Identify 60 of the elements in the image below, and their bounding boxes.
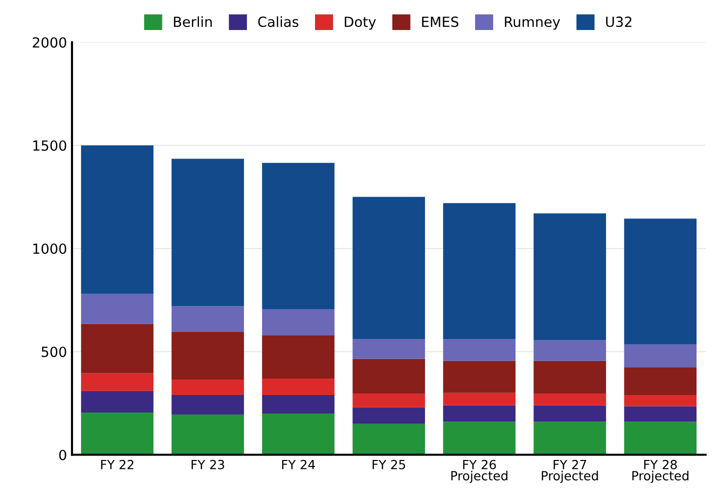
bar bbox=[534, 213, 606, 340]
y-tick-label: 2000 bbox=[32, 37, 66, 48]
bar bbox=[172, 394, 244, 415]
bar bbox=[172, 158, 244, 306]
bar bbox=[443, 339, 516, 361]
legend-label: EMES bbox=[422, 16, 458, 28]
bar bbox=[352, 407, 426, 424]
y-tick-label: 0 bbox=[59, 450, 66, 460]
bar bbox=[624, 344, 697, 368]
bar bbox=[172, 332, 244, 380]
x-tick-label: FY 26 Projected bbox=[451, 460, 508, 483]
x-tick-label: FY 23 bbox=[192, 460, 224, 470]
bar bbox=[81, 412, 154, 455]
bar bbox=[624, 394, 697, 406]
y-tick-label: 500 bbox=[42, 346, 66, 358]
x-tick-label: FY 25 bbox=[372, 460, 406, 470]
bar bbox=[624, 406, 697, 422]
bar bbox=[534, 405, 606, 422]
bar bbox=[443, 422, 516, 455]
bar bbox=[443, 392, 516, 406]
legend-label: Rumney bbox=[504, 16, 560, 30]
x-tick-label: FY 22 bbox=[101, 460, 134, 470]
bar bbox=[81, 294, 154, 324]
legend-label: Calias bbox=[258, 16, 298, 28]
bar bbox=[352, 339, 426, 359]
legend-label: Berlin bbox=[174, 16, 212, 28]
bar bbox=[262, 162, 334, 310]
x-tick-label: FY 28 Projected bbox=[632, 460, 688, 483]
bar bbox=[262, 394, 334, 414]
bar bbox=[534, 340, 606, 361]
y-tick-label: 1000 bbox=[33, 243, 66, 254]
bar bbox=[624, 367, 697, 395]
legend-label: U32 bbox=[606, 16, 632, 28]
legend-label: Doty bbox=[344, 16, 376, 30]
bar bbox=[352, 196, 426, 340]
bar bbox=[534, 360, 606, 394]
bar bbox=[172, 306, 244, 332]
bar bbox=[352, 424, 426, 455]
bar bbox=[352, 358, 426, 394]
bar bbox=[172, 379, 244, 395]
bar bbox=[352, 394, 426, 408]
bar bbox=[443, 203, 516, 340]
bar bbox=[81, 390, 154, 412]
bar bbox=[534, 394, 606, 406]
bar bbox=[81, 324, 154, 374]
bar bbox=[443, 405, 516, 422]
bar bbox=[81, 145, 154, 294]
y-tick-label: 1500 bbox=[33, 140, 66, 151]
x-tick-label: FY 24 bbox=[282, 460, 315, 470]
x-tick-label: FY 27 Projected bbox=[542, 460, 598, 483]
bar bbox=[624, 218, 697, 344]
bar bbox=[262, 309, 334, 336]
bar bbox=[262, 378, 334, 395]
bar bbox=[262, 335, 334, 378]
bar bbox=[81, 373, 154, 391]
bar bbox=[172, 414, 244, 455]
bar bbox=[534, 422, 606, 455]
bar bbox=[624, 422, 697, 455]
bar bbox=[262, 414, 334, 455]
bar bbox=[443, 360, 516, 393]
